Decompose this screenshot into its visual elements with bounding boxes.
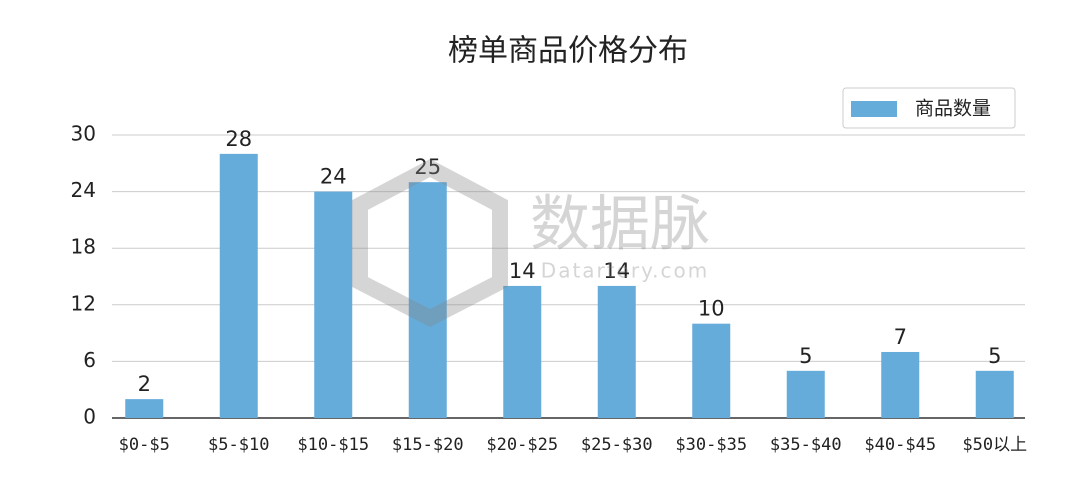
bar xyxy=(314,191,353,418)
data-label: 5 xyxy=(799,344,812,368)
y-tick-label: 12 xyxy=(71,291,96,315)
bar xyxy=(786,370,825,418)
data-label: 14 xyxy=(509,259,536,283)
legend-label: 商品数量 xyxy=(915,98,991,120)
x-tick-label: $0-$5 xyxy=(119,435,170,455)
data-label: 14 xyxy=(603,259,630,283)
data-label: 28 xyxy=(225,127,252,151)
bar xyxy=(219,153,258,418)
bar xyxy=(975,370,1014,418)
y-tick-label: 0 xyxy=(83,405,96,429)
x-tick-label: $5-$10 xyxy=(208,435,269,455)
data-label: 7 xyxy=(894,325,907,349)
x-tick-label: $15-$20 xyxy=(392,435,464,455)
y-tick-label: 6 xyxy=(83,348,96,372)
x-tick-label: $10-$15 xyxy=(297,435,369,455)
bar xyxy=(597,285,636,418)
data-label: 24 xyxy=(320,165,347,189)
x-tick-label: $35-$40 xyxy=(770,435,842,455)
watermark: 数据脉 Datartery.com xyxy=(352,158,710,327)
y-tick-label: 18 xyxy=(71,235,96,259)
legend-swatch xyxy=(851,101,897,117)
x-tick-label: $30-$35 xyxy=(675,435,747,455)
x-tick-label: $50以上 xyxy=(962,435,1027,455)
watermark-logo xyxy=(352,158,508,327)
data-label: 10 xyxy=(698,297,725,321)
bar xyxy=(503,285,542,418)
bar xyxy=(408,182,447,418)
x-tick-label: $20-$25 xyxy=(486,435,558,455)
bar xyxy=(125,399,164,418)
bar xyxy=(881,351,920,418)
data-label: 25 xyxy=(414,155,441,179)
watermark-name: 数据脉 xyxy=(530,190,710,260)
watermark-site: Datartery.com xyxy=(541,259,709,283)
data-label: 5 xyxy=(988,344,1001,368)
y-tick-label: 24 xyxy=(71,178,96,202)
legend-box xyxy=(842,87,1016,129)
bar xyxy=(692,323,731,418)
x-tick-label: $25-$30 xyxy=(581,435,653,455)
data-label: 2 xyxy=(138,372,151,396)
x-tick-label: $40-$45 xyxy=(864,435,936,455)
y-tick-label: 30 xyxy=(71,122,96,146)
chart-title: 榜单商品价格分布 xyxy=(448,34,688,69)
